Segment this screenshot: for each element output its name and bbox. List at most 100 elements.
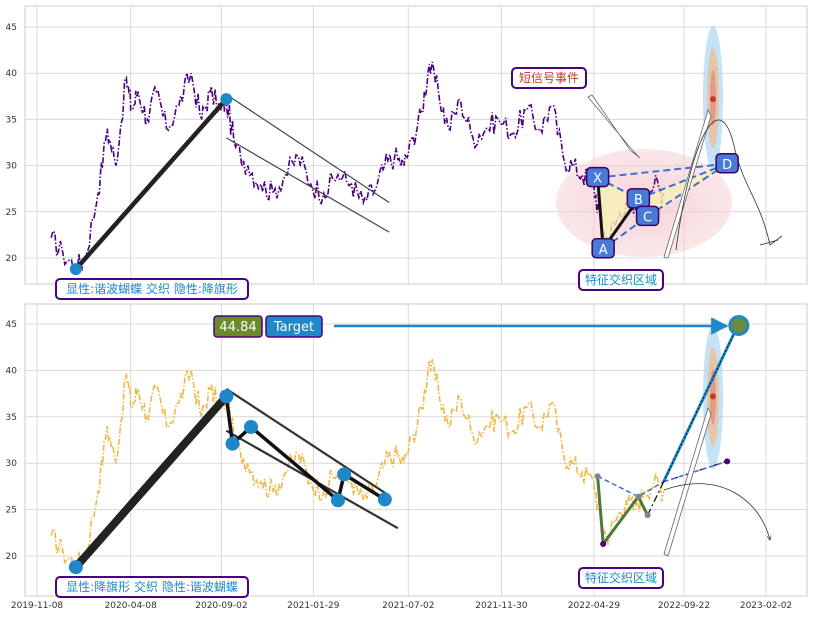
flag-pivot	[219, 389, 234, 404]
y-tick-label: 30	[6, 162, 18, 172]
y-tick-label: 35	[6, 413, 17, 423]
harmonic-node	[644, 512, 651, 519]
target-label-box	[265, 315, 323, 338]
price-line	[50, 61, 665, 275]
harmonic-label-box	[715, 153, 739, 174]
price-line	[50, 358, 665, 574]
target-value-text: 44.84	[219, 320, 256, 335]
harmonic-node-d	[724, 458, 731, 465]
x-tick-label: 2021-01-29	[287, 601, 340, 611]
top-feature-zone-label-text: 特征交织区域	[585, 272, 657, 287]
harmonic-label-text: A	[599, 243, 608, 258]
y-tick-label: 20	[6, 552, 18, 562]
projection-curve-tip	[759, 235, 783, 246]
harmonic-label-b: B	[626, 188, 651, 209]
flag-pivot	[337, 467, 352, 482]
flag-pivot	[330, 493, 345, 508]
x-tick-label: 2022-09-22	[658, 601, 710, 611]
projected-target-dot	[710, 96, 716, 103]
harmonic-label-text: X	[593, 172, 602, 187]
x-tick-label: 2021-11-30	[475, 601, 528, 611]
x-tick-label: 2019-11-08	[11, 601, 64, 611]
flag-pivot	[225, 436, 240, 451]
harmonic-label-text: B	[634, 193, 643, 208]
x-tick-label: 2023-02-02	[740, 601, 792, 611]
flag-zigzag	[224, 396, 386, 503]
harmonic-label-text: D	[722, 158, 732, 173]
flag-pivot	[68, 560, 83, 575]
harmonic-ratio-line	[637, 162, 728, 200]
harmonic-triangle-bcd	[638, 163, 728, 217]
harmonic-ratio-line	[663, 460, 728, 483]
harmonic-label-d: D	[715, 153, 739, 174]
projection-curve	[675, 119, 771, 251]
y-tick-label: 30	[6, 459, 18, 469]
bottom-pattern-overlay	[68, 314, 770, 575]
top-grid	[25, 6, 807, 284]
harmonic-label-x: X	[585, 166, 610, 188]
flag-channel-line	[226, 93, 390, 204]
pivot-point	[220, 93, 233, 106]
top-feature-zone-label-box	[578, 269, 664, 291]
bottom-feature-zone-label-box	[578, 567, 664, 589]
target-value-box	[213, 315, 263, 338]
top-y-axis: 20 25 30 35 40 45	[6, 23, 18, 264]
short-signal-label: 短信号事件	[511, 67, 587, 89]
y-tick-label: 45	[6, 320, 17, 330]
harmonic-node	[594, 473, 601, 480]
top-pattern-label-text: 显性:谐波蝴蝶 交织 隐性:降旗形	[66, 281, 238, 296]
y-tick-label: 25	[6, 506, 17, 516]
short-signal-label-text: 短信号事件	[519, 71, 579, 85]
target-projection-dots	[663, 327, 738, 482]
flag-pivot	[377, 492, 392, 507]
target-label-badge: Target	[265, 315, 323, 338]
projection-arrow	[663, 406, 712, 557]
flag-pivot	[244, 420, 259, 435]
pivot-point	[69, 263, 82, 276]
harmonic-label-box	[591, 238, 615, 259]
target-label-text: Target	[273, 320, 314, 335]
bottom-pattern-label-box	[55, 576, 249, 598]
secondary-target-dot	[710, 393, 716, 400]
signal-arrow	[587, 94, 641, 159]
top-pattern-label: 显性:谐波蝴蝶 交织 隐性:降旗形	[55, 278, 249, 300]
top-pattern-label-box	[55, 278, 249, 300]
y-tick-label: 40	[6, 366, 18, 376]
harmonic-label-box	[635, 205, 660, 227]
flag-channel-line	[226, 137, 390, 233]
harmonic-label-c: C	[635, 205, 660, 227]
harmonic-ratio-line	[597, 475, 664, 498]
bottom-panel: 20 25 30 35 40 45 2019-11-08 2020-04-08 2020-09…	[6, 303, 808, 611]
x-tick-label: 2022-04-29	[568, 601, 621, 611]
y-tick-label: 45	[6, 23, 17, 33]
bottom-pattern-label-text: 显性:降旗形 交织 隐性:谐波蝴蝶	[66, 579, 238, 594]
bottom-x-axis: 2019-11-08 2020-04-08 2020-09-02 2021-01-29…	[11, 601, 792, 611]
harmonic-node-a	[600, 540, 607, 547]
x-tick-label: 2020-09-02	[195, 601, 247, 611]
bottom-grid	[25, 304, 807, 596]
top-price-series	[50, 61, 665, 275]
bottom-price-series	[50, 358, 665, 574]
x-tick-label: 2020-04-08	[105, 601, 158, 611]
harmonic-label-text: C	[643, 210, 652, 225]
bottom-feature-zone-label-text: 特征交织区域	[585, 570, 657, 585]
target-marker	[728, 314, 750, 336]
y-tick-label: 20	[6, 254, 18, 264]
flagpole	[71, 392, 231, 572]
y-tick-label: 25	[6, 208, 17, 218]
harmonic-label-box	[585, 166, 610, 188]
harmonic-node	[635, 493, 642, 500]
trend-line	[73, 96, 229, 272]
bottom-y-axis: 20 25 30 35 40 45	[6, 320, 18, 562]
x-tick-label: 2021-07-02	[382, 601, 434, 611]
y-tick-label: 35	[6, 115, 17, 125]
top-feature-zone-label: 特征交织区域	[578, 269, 664, 291]
short-signal-label-box	[511, 67, 587, 89]
y-tick-label: 40	[6, 69, 18, 79]
bottom-plot-frame	[24, 303, 808, 597]
projection-curve	[663, 483, 770, 540]
target-value-badge: 44.84	[213, 315, 263, 338]
